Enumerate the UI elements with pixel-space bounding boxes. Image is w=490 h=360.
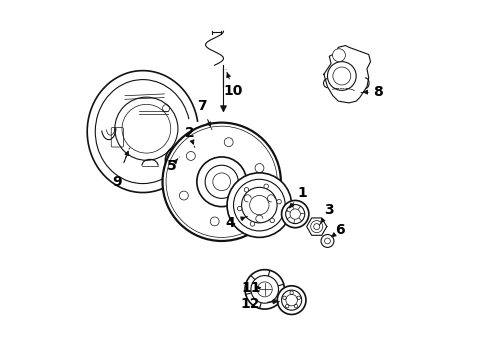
Text: 1: 1 [297, 185, 307, 199]
Text: 8: 8 [373, 85, 383, 99]
Text: 10: 10 [224, 84, 243, 98]
Circle shape [205, 165, 238, 198]
Circle shape [179, 191, 188, 200]
Circle shape [234, 179, 285, 231]
Circle shape [227, 173, 292, 237]
Circle shape [286, 204, 305, 224]
Circle shape [244, 188, 249, 192]
Circle shape [186, 152, 196, 160]
Text: 12: 12 [241, 297, 260, 311]
Circle shape [327, 62, 356, 90]
Circle shape [237, 206, 242, 211]
Text: 3: 3 [324, 203, 334, 217]
Text: 2: 2 [185, 126, 195, 140]
Circle shape [245, 270, 285, 309]
Text: 11: 11 [242, 280, 261, 294]
Circle shape [255, 163, 264, 172]
Circle shape [179, 137, 209, 167]
Circle shape [264, 184, 269, 189]
Text: 5: 5 [167, 159, 176, 173]
Circle shape [321, 234, 334, 247]
Text: 7: 7 [197, 99, 207, 113]
Circle shape [197, 157, 246, 207]
Circle shape [282, 201, 309, 228]
Text: 9: 9 [112, 175, 122, 189]
Circle shape [183, 140, 205, 163]
Circle shape [277, 286, 306, 315]
Text: 6: 6 [335, 223, 345, 237]
Circle shape [210, 217, 219, 226]
Circle shape [242, 187, 277, 223]
Circle shape [163, 123, 281, 241]
Polygon shape [324, 45, 370, 103]
Circle shape [250, 222, 255, 226]
Circle shape [333, 49, 345, 62]
Circle shape [270, 218, 274, 223]
Text: 4: 4 [226, 216, 236, 230]
Circle shape [224, 138, 233, 147]
Circle shape [248, 203, 257, 212]
Circle shape [277, 199, 281, 204]
